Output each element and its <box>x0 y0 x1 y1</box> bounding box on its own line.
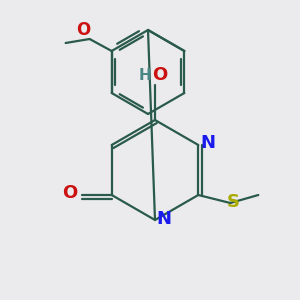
Text: N: N <box>201 134 216 152</box>
Text: O: O <box>76 21 91 39</box>
Text: S: S <box>227 193 240 211</box>
Text: H: H <box>139 68 152 82</box>
Text: N: N <box>157 210 172 228</box>
Text: O: O <box>152 66 168 84</box>
Text: O: O <box>62 184 77 202</box>
